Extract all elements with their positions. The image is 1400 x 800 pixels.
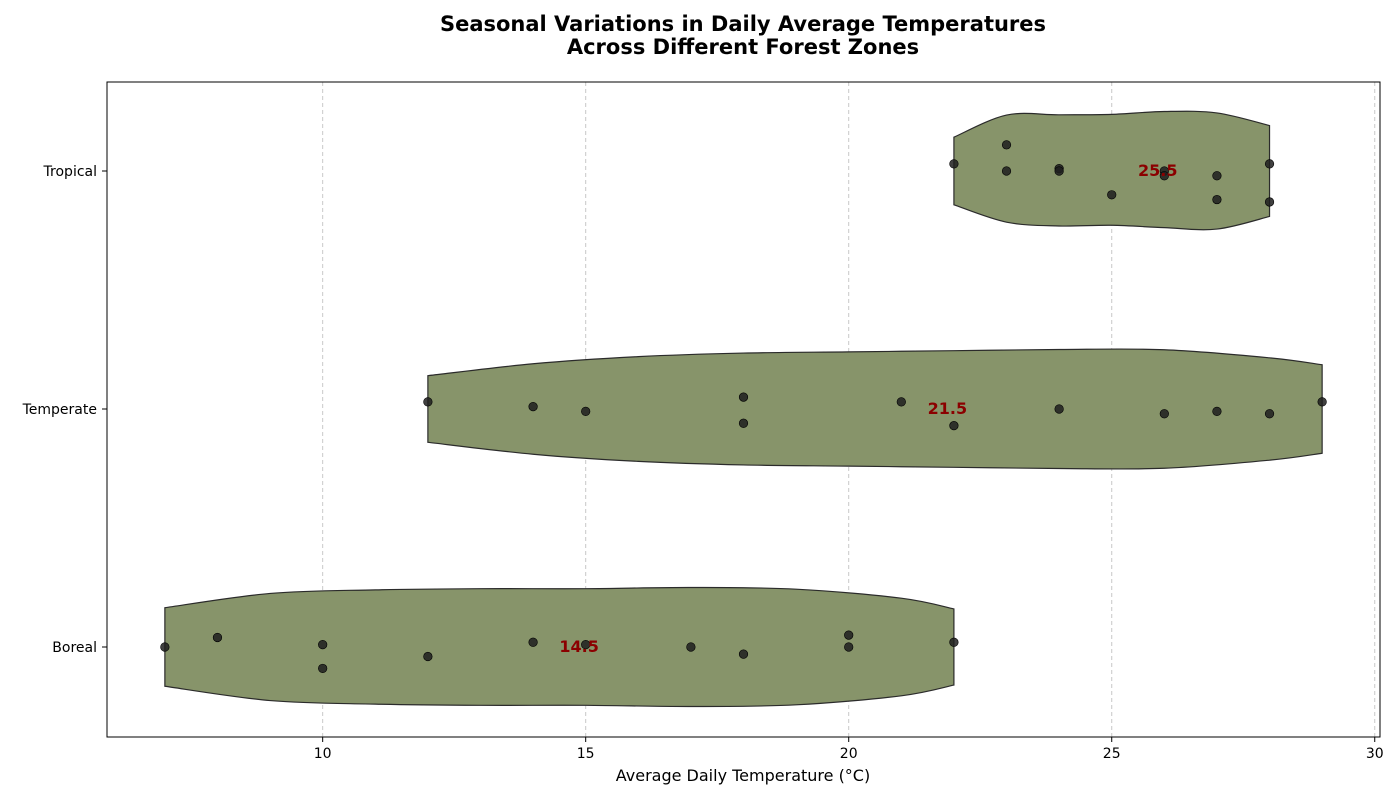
data-point [738,649,749,659]
data-point [581,406,591,416]
data-point [949,159,959,169]
data-point [318,640,328,650]
violin-boreal [164,586,955,708]
data-point [1317,397,1327,407]
x-tick-label: 30 [1366,746,1384,762]
data-point [1107,190,1117,200]
chart-title-line-2: Across Different Forest Zones [567,35,919,59]
data-point [844,642,854,652]
data-point [160,642,170,652]
x-tick-label: 15 [577,746,595,762]
violin-tropical [953,110,1271,231]
y-tick-label-tropical: Tropical [43,164,97,180]
data-point [738,392,749,402]
data-point [1001,166,1012,176]
data-point [318,663,328,674]
x-axis-label: Average Daily Temperature (°C) [616,766,870,785]
data-point [1212,194,1222,205]
median-label-tropical: 25.5 [1138,161,1177,180]
data-point [528,402,538,412]
y-tick-label-temperate: Temperate [22,402,97,418]
x-tick-label: 20 [840,746,858,762]
y-axis-ticks: Tropical Temperate Boreal [22,164,107,656]
data-point [949,421,959,431]
data-point [1264,197,1275,207]
median-label-temperate: 21.5 [928,399,967,418]
data-point [212,632,223,643]
data-point [1054,404,1064,414]
median-label-boreal: 14.5 [559,637,598,656]
data-point [686,642,696,652]
x-tick-label: 10 [314,746,332,762]
x-tick-label: 25 [1103,746,1121,762]
data-point [581,640,591,650]
data-point [738,418,749,428]
data-point [423,397,433,407]
violin-temperate [427,348,1323,470]
data-point [844,630,854,640]
data-point [1264,409,1275,419]
data-point [949,637,959,647]
data-point [1159,409,1169,419]
data-point [1054,166,1064,176]
violins [164,110,1323,708]
data-point [528,637,538,647]
x-axis-ticks: 10 15 20 25 30 [314,737,1384,762]
data-point [1212,406,1222,416]
data-point [896,397,906,407]
data-point [1212,171,1222,181]
chart-title-line-1: Seasonal Variations in Daily Average Tem… [440,12,1046,36]
data-point [1159,171,1169,181]
data-points [160,140,1327,674]
data-point [1264,159,1275,169]
y-tick-label-boreal: Boreal [52,640,97,656]
data-point [423,651,433,662]
data-point [1001,140,1012,150]
median-labels: 25.5 21.5 14.5 [559,161,1177,656]
